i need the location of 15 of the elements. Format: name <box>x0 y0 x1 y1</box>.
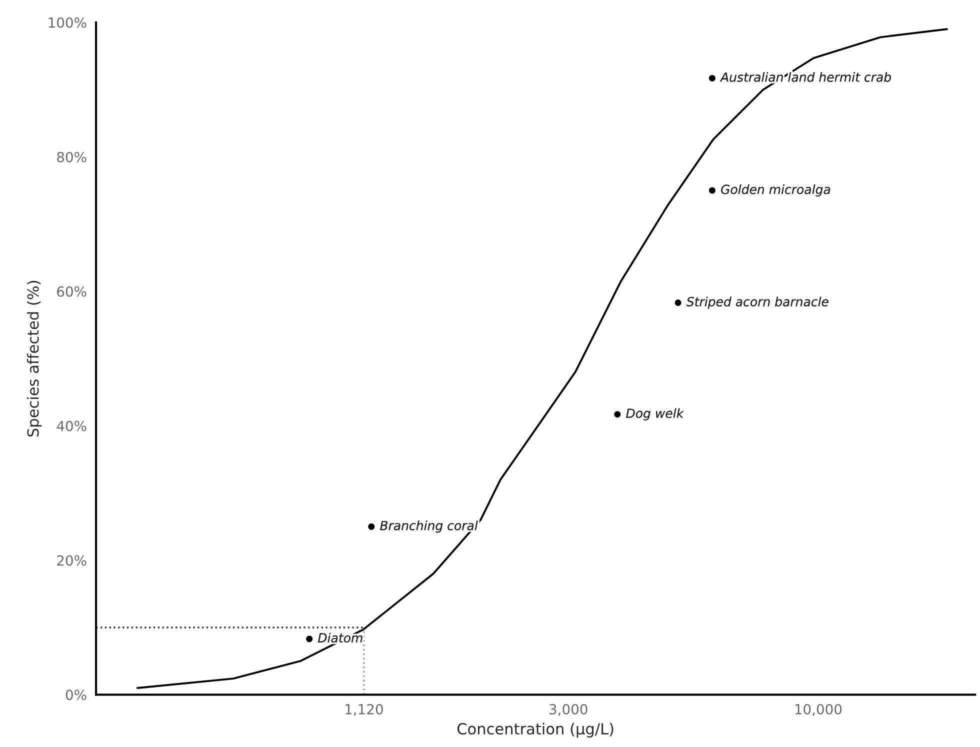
y-tick-label: 100% <box>48 17 86 28</box>
annotation: Golden microalga <box>721 184 830 197</box>
annotation: Striped acorn barnacle <box>686 296 828 309</box>
annotation: Dog welk <box>626 408 684 420</box>
x-tick-label: 3,000 <box>550 704 588 716</box>
y-tick-label: 40% <box>56 420 86 432</box>
y-tick-label: 0% <box>66 690 86 700</box>
y-tick-label: 60% <box>57 286 86 297</box>
y-tick-label: 80% <box>57 152 86 162</box>
x-tick-label: 1,120 <box>346 704 383 716</box>
annotation: Australian land hermit crab <box>720 72 891 82</box>
y-tick-label: 20% <box>57 555 86 566</box>
y-axis-title: Species affected (%) <box>26 280 42 437</box>
x-tick-label: 10,000 <box>795 704 842 716</box>
x-axis-title: Concentration (µg/L) <box>457 722 614 738</box>
